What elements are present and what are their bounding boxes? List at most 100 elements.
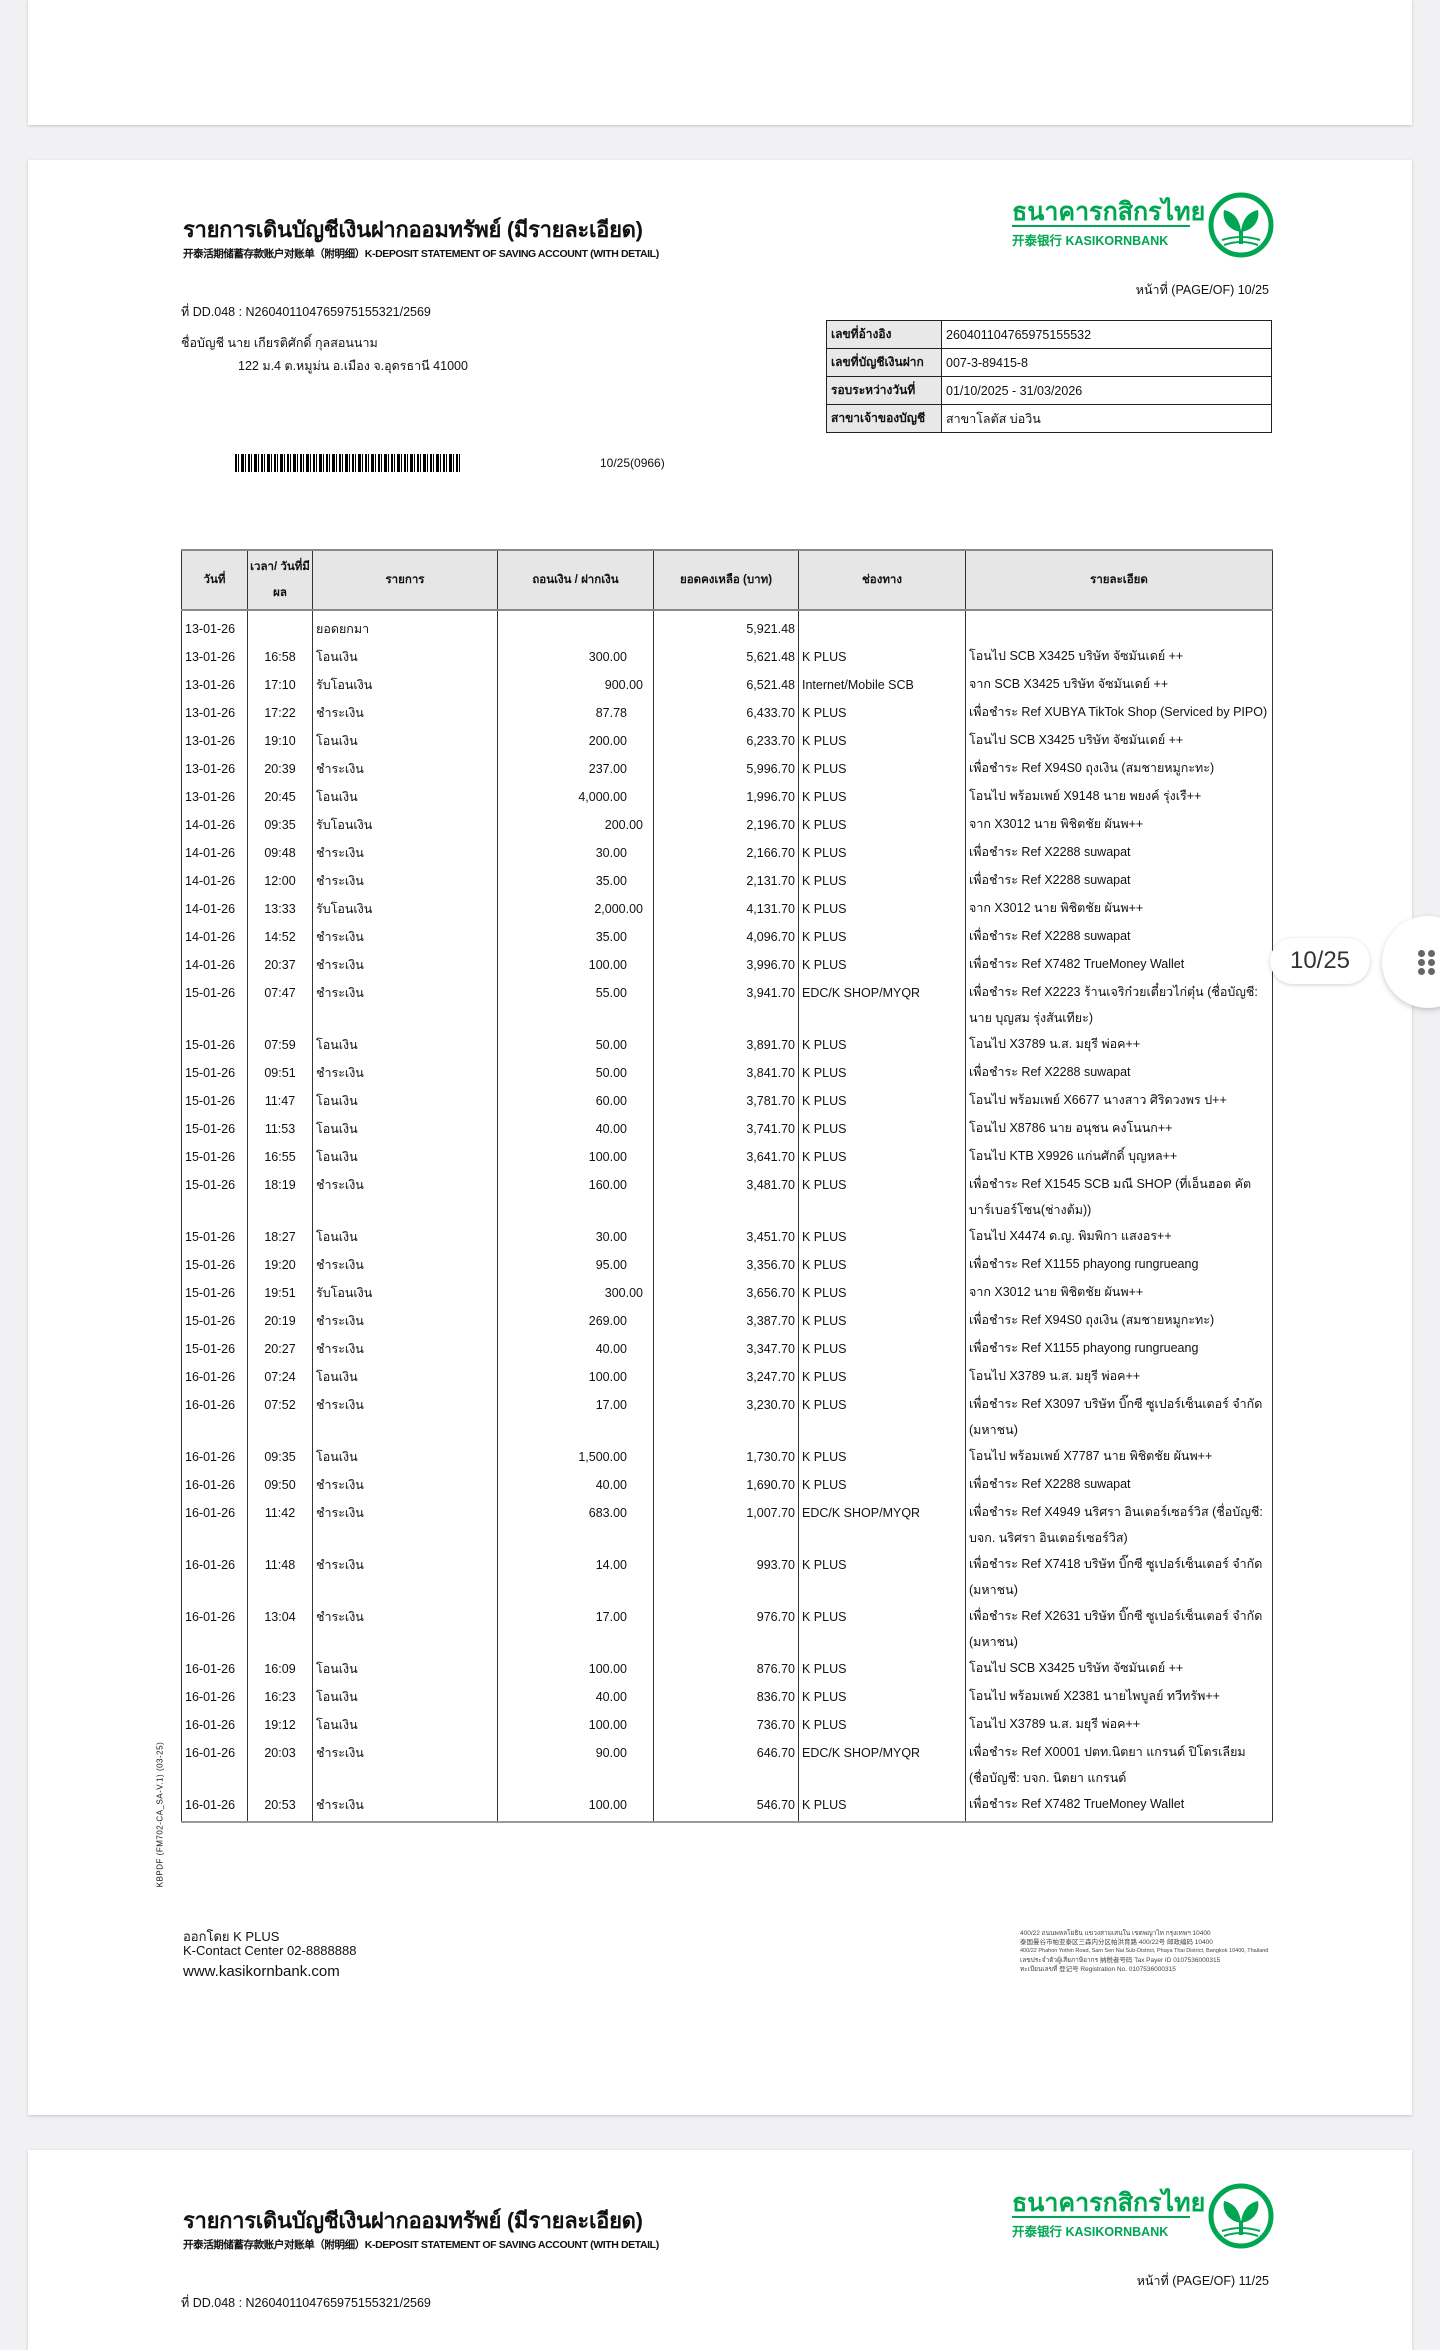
cell-type: ชำระเงิน <box>312 1551 498 1603</box>
table-row: 14-01-26 14:52 ชำระเงิน 35.00 4,096.70 K PLUS… <box>181 923 1273 951</box>
info-value: 01/10/2025 - 31/03/2026 <box>941 376 1272 405</box>
cell-type: ชำระเงิน <box>312 839 498 867</box>
cell-time: 17:10 <box>247 671 313 699</box>
cell-detail: จาก X3012 นาย พิชิตชัย ผันพ++ <box>965 1279 1273 1307</box>
cell-detail: เพื่อชำระ Ref XUBYA TikTok Shop (Service… <box>965 699 1273 727</box>
cell-time: 09:51 <box>247 1059 313 1087</box>
cell-detail: โอนไป X8786 นาย อนุชน คงโนนก++ <box>965 1115 1273 1143</box>
cell-detail: เพื่อชำระ Ref X2288 suwapat <box>965 1471 1273 1499</box>
cell-amount: 50.00 <box>497 1031 654 1059</box>
table-row: 16-01-26 16:23 โอนเงิน 40.00 836.70 K PLUS โอน… <box>181 1683 1273 1711</box>
table-row: 13-01-26 ยอดยกมา 5,921.48 <box>181 610 1273 643</box>
cell-balance: 2,196.70 <box>653 811 799 839</box>
cell-type: โอนเงิน <box>312 1655 498 1683</box>
cell-amount: 100.00 <box>497 1143 654 1171</box>
cell-balance: 1,730.70 <box>653 1443 799 1471</box>
cell-detail: จาก SCB X3425 บริษัท จัซมันเดย์ ++ <box>965 671 1273 699</box>
account-address: 122 ม.4 ต.หมูม่น อ.เมือง จ.อุดรธานี 4100… <box>238 359 468 373</box>
cell-balance: 993.70 <box>653 1551 799 1603</box>
table-row: 13-01-26 19:10 โอนเงิน 200.00 6,233.70 K PLUS… <box>181 727 1273 755</box>
cell-detail: โอนไป SCB X3425 บริษัท จัซมันเดย์ ++ <box>965 643 1273 671</box>
cell-time: 11:53 <box>247 1115 313 1143</box>
cell-balance: 5,996.70 <box>653 755 799 783</box>
cell-type: ชำระเงิน <box>312 867 498 895</box>
info-value: 007-3-89415-8 <box>941 348 1272 377</box>
cell-channel: Internet/Mobile SCB <box>798 671 966 699</box>
table-row: 15-01-26 11:47 โอนเงิน 60.00 3,781.70 K PLUS โ… <box>181 1087 1273 1115</box>
cell-amount: 300.00 <box>497 643 654 671</box>
table-row: 14-01-26 09:35 รับโอนเงิน 200.00 2,196.70 K P… <box>181 811 1273 839</box>
barcode <box>235 454 460 472</box>
cell-time: 16:55 <box>247 1143 313 1171</box>
cell-channel: K PLUS <box>798 1683 966 1711</box>
cell-channel: K PLUS <box>798 1471 966 1499</box>
cell-type: รับโอนเงิน <box>312 671 498 699</box>
cell-channel: K PLUS <box>798 727 966 755</box>
table-row: 15-01-26 19:20 ชำระเงิน 95.00 3,356.70 K PLUS… <box>181 1251 1273 1279</box>
cell-type: โอนเงิน <box>312 727 498 755</box>
page-indicator[interactable]: 10/25 <box>1270 938 1370 984</box>
cell-balance: 3,781.70 <box>653 1087 799 1115</box>
cell-type: ยอดยกมา <box>312 610 498 643</box>
cell-detail: เพื่อชำระ Ref X2288 suwapat <box>965 839 1273 867</box>
cell-balance: 6,433.70 <box>653 699 799 727</box>
cell-amount: 30.00 <box>497 1223 654 1251</box>
cell-date: 15-01-26 <box>181 1251 248 1279</box>
cell-detail: เพื่อชำระ Ref X1155 phayong rungrueang <box>965 1251 1273 1279</box>
website-link[interactable]: www.kasikornbank.com <box>183 1963 340 1980</box>
cell-amount: 100.00 <box>497 1791 654 1823</box>
cell-type: ชำระเงิน <box>312 1059 498 1087</box>
bank-name-en: 开泰银行 KASIKORNBANK <box>1012 2225 1169 2239</box>
cell-channel: K PLUS <box>798 1443 966 1471</box>
cell-channel <box>798 610 966 643</box>
cell-detail: เพื่อชำระ Ref X7482 TrueMoney Wallet <box>965 1791 1273 1823</box>
cell-type: ชำระเงิน <box>312 1739 498 1791</box>
cell-time: 16:09 <box>247 1655 313 1683</box>
cell-date: 13-01-26 <box>181 755 248 783</box>
table-row: 13-01-26 20:39 ชำระเงิน 237.00 5,996.70 K PLU… <box>181 755 1273 783</box>
cell-amount: 900.00 <box>497 671 654 699</box>
table-row: 15-01-26 07:47 ชำระเงิน 55.00 3,941.70 EDC/K … <box>181 979 1273 1031</box>
cell-time: 09:48 <box>247 839 313 867</box>
cell-date: 16-01-26 <box>181 1739 248 1791</box>
cell-time: 19:10 <box>247 727 313 755</box>
cell-channel: K PLUS <box>798 895 966 923</box>
cell-date: 15-01-26 <box>181 1335 248 1363</box>
cell-amount: 237.00 <box>497 755 654 783</box>
cell-balance: 546.70 <box>653 1791 799 1823</box>
cell-time: 13:33 <box>247 895 313 923</box>
info-label: เลขที่บัญชีเงินฝาก <box>826 348 942 377</box>
cell-date: 13-01-26 <box>181 699 248 727</box>
cell-channel: K PLUS <box>798 839 966 867</box>
cell-balance: 976.70 <box>653 1603 799 1655</box>
cell-amount <box>497 610 654 643</box>
table-row: 16-01-26 16:09 โอนเงิน 100.00 876.70 K PLUS โอ… <box>181 1655 1273 1683</box>
transactions-table: วันที่ เวลา/ วันที่มีผล รายการ ถอนเงิน /… <box>181 549 1273 1823</box>
cell-balance: 3,841.70 <box>653 1059 799 1087</box>
cell-channel: K PLUS <box>798 951 966 979</box>
cell-channel: K PLUS <box>798 1655 966 1683</box>
cell-channel: K PLUS <box>798 699 966 727</box>
cell-amount: 100.00 <box>497 1655 654 1683</box>
cell-detail: โอนไป พร้อมเพย์ X6677 นางสาว ศิริดวงพร ป… <box>965 1087 1273 1115</box>
cell-date: 16-01-26 <box>181 1499 248 1551</box>
cell-date: 16-01-26 <box>181 1443 248 1471</box>
table-row: 15-01-26 18:27 โอนเงิน 30.00 3,451.70 K PLUS โ… <box>181 1223 1273 1251</box>
cell-date: 16-01-26 <box>181 1363 248 1391</box>
cell-amount: 40.00 <box>497 1471 654 1499</box>
cell-date: 15-01-26 <box>181 979 248 1031</box>
cell-detail: เพื่อชำระ Ref X2288 suwapat <box>965 867 1273 895</box>
cell-detail: โอนไป พร้อมเพย์ X7787 นาย พิชิตชัย ผันพ+… <box>965 1443 1273 1471</box>
cell-channel: K PLUS <box>798 923 966 951</box>
cell-amount: 87.78 <box>497 699 654 727</box>
cell-type: ชำระเงิน <box>312 951 498 979</box>
col-type: รายการ <box>312 549 498 611</box>
cell-type: ชำระเงิน <box>312 1603 498 1655</box>
logo-divider <box>1012 225 1190 227</box>
table-row: 16-01-26 07:24 โอนเงิน 100.00 3,247.70 K PLUS… <box>181 1363 1273 1391</box>
cell-detail <box>965 610 1273 643</box>
cell-time: 20:45 <box>247 783 313 811</box>
cell-channel: K PLUS <box>798 811 966 839</box>
cell-date: 14-01-26 <box>181 867 248 895</box>
cell-balance: 6,233.70 <box>653 727 799 755</box>
